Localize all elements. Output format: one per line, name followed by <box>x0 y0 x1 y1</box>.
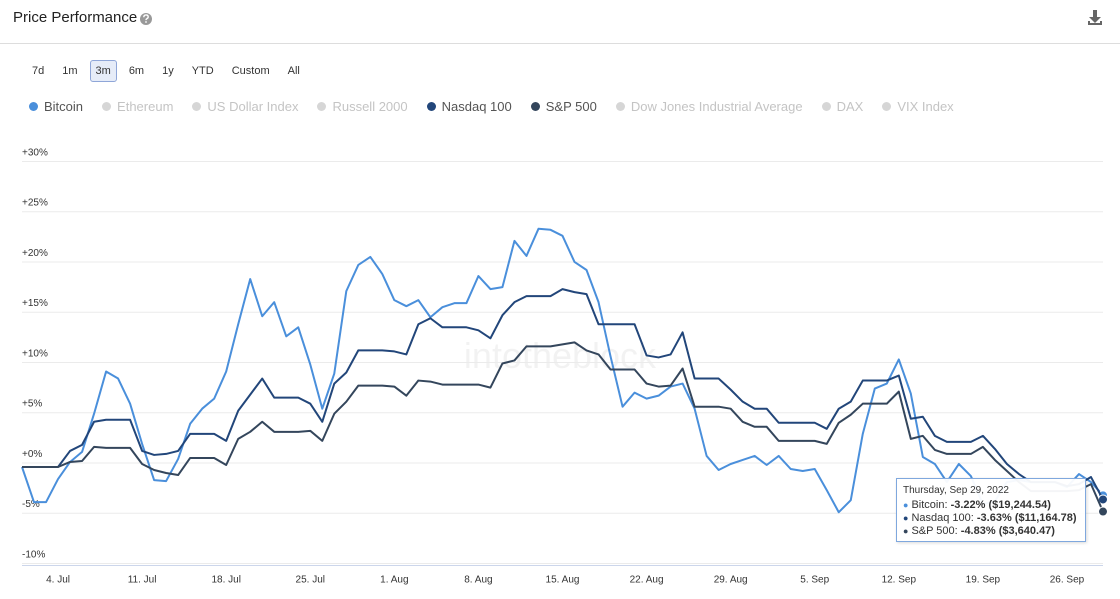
y-tick-label: +5% <box>22 399 42 410</box>
y-tick-label: -5% <box>22 499 40 510</box>
tooltip-series-name: Nasdaq 100: <box>911 512 974 524</box>
legend-item[interactable]: US Dollar Index <box>192 99 298 114</box>
range-button[interactable]: All <box>287 65 300 77</box>
legend-label: DAX <box>836 99 864 114</box>
y-tick-label: -10% <box>22 549 45 560</box>
y-tick-label: +10% <box>22 348 48 359</box>
legend-swatch <box>102 102 112 111</box>
legend-label: S&P 500 <box>545 99 597 114</box>
range-button[interactable]: 1y <box>162 65 174 77</box>
x-tick-label: 5. Sep <box>800 575 829 586</box>
x-tick-label: 1. Aug <box>380 575 408 586</box>
tooltip-price: ($19,244.54) <box>988 499 1051 511</box>
help-icon[interactable] <box>140 13 152 25</box>
range-button[interactable]: 3m <box>89 60 117 82</box>
tooltip-change: -3.63% <box>976 512 1012 524</box>
download-icon[interactable] <box>1088 10 1102 25</box>
line-series <box>21 227 1104 514</box>
range-button[interactable]: YTD <box>191 65 214 77</box>
legend-swatch <box>426 102 436 111</box>
x-tick-label: 8. Aug <box>464 575 492 586</box>
range-button[interactable]: 1m <box>62 65 78 77</box>
legend-label: Dow Jones Industrial Average <box>630 99 803 114</box>
tooltip-title: Thursday, Sep 29, 2022 <box>903 485 1009 496</box>
legend-item[interactable]: DAX <box>821 99 864 114</box>
x-tick-label: 15. Aug <box>546 575 580 586</box>
x-tick-label: 25. Jul <box>296 575 325 586</box>
legend-swatch <box>317 102 327 111</box>
tooltip-bullet: ● <box>903 513 909 523</box>
tooltip-price: ($3,640.47) <box>998 525 1055 537</box>
range-buttons: 7d 1m 3m 6m 1y YTD Custom All <box>26 60 306 82</box>
legend-swatch <box>821 102 831 111</box>
legend-swatch <box>530 102 540 111</box>
x-tick-label: 22. Aug <box>630 575 664 586</box>
x-tick-label: 19. Sep <box>966 575 1001 586</box>
tooltip-bullet: ● <box>903 526 909 536</box>
tooltip-bullet: ● <box>903 500 909 510</box>
x-tick-label: 18. Jul <box>211 575 240 586</box>
line-series <box>22 288 1104 500</box>
tooltip-row: ● Nasdaq 100: -3.63% ($11,164.78) <box>903 512 1085 525</box>
tooltip-series-name: S&P 500: <box>911 525 958 537</box>
legend-label: VIX Index <box>897 99 954 114</box>
legend-label: Nasdaq 100 <box>441 99 512 114</box>
legend-item[interactable]: Bitcoin <box>29 99 83 114</box>
y-tick-label: +20% <box>22 248 48 259</box>
legend-item[interactable]: Ethereum <box>102 99 173 114</box>
legend-swatch <box>615 102 625 111</box>
tooltip-series-name: Bitcoin: <box>911 499 948 511</box>
tooltip: Thursday, Sep 29, 2022 ● Bitcoin: -3.22% … <box>896 478 1086 542</box>
range-button[interactable]: Custom <box>231 65 270 77</box>
legend: Bitcoin Ethereum US Dollar Index Russell 20… <box>29 99 954 114</box>
legend-item[interactable]: S&P 500 <box>530 99 597 114</box>
legend-label: Bitcoin <box>44 99 84 114</box>
legend-label: Russell 2000 <box>332 99 408 114</box>
x-tick-label: 26. Sep <box>1050 575 1085 586</box>
legend-item[interactable]: Dow Jones Industrial Average <box>615 99 803 114</box>
range-button[interactable]: 6m <box>128 65 145 77</box>
legend-item[interactable]: VIX Index <box>882 99 954 114</box>
legend-label: US Dollar Index <box>207 99 299 114</box>
y-tick-label: +30% <box>22 147 48 158</box>
tooltip-row: ● S&P 500: -4.83% ($3,640.47) <box>903 525 1085 538</box>
tooltip-change: -4.83% <box>960 525 996 537</box>
legend-item[interactable]: Russell 2000 <box>317 99 408 114</box>
y-tick-label: +25% <box>22 198 48 209</box>
legend-swatch <box>882 102 892 111</box>
x-tick-label: 11. Jul <box>128 575 157 586</box>
x-tick-label: 12. Sep <box>882 575 917 586</box>
chart-title: Price Performance <box>13 9 138 26</box>
legend-item[interactable]: Nasdaq 100 <box>426 99 512 114</box>
tooltip-change: -3.22% <box>950 499 986 511</box>
y-tick-label: +0% <box>22 449 42 460</box>
legend-swatch <box>192 102 202 111</box>
legend-swatch <box>29 102 38 111</box>
range-button[interactable]: 7d <box>32 65 45 77</box>
legend-label: Ethereum <box>117 99 174 114</box>
y-tick-label: +15% <box>22 298 48 309</box>
line-series <box>22 341 1104 512</box>
x-tick-label: 29. Aug <box>714 575 748 586</box>
tooltip-row: ● Bitcoin: -3.22% ($19,244.54) <box>903 499 1085 512</box>
x-tick-label: 4. Jul <box>46 575 70 586</box>
end-marker <box>1098 506 1108 517</box>
tooltip-price: ($11,164.78) <box>1014 512 1077 524</box>
